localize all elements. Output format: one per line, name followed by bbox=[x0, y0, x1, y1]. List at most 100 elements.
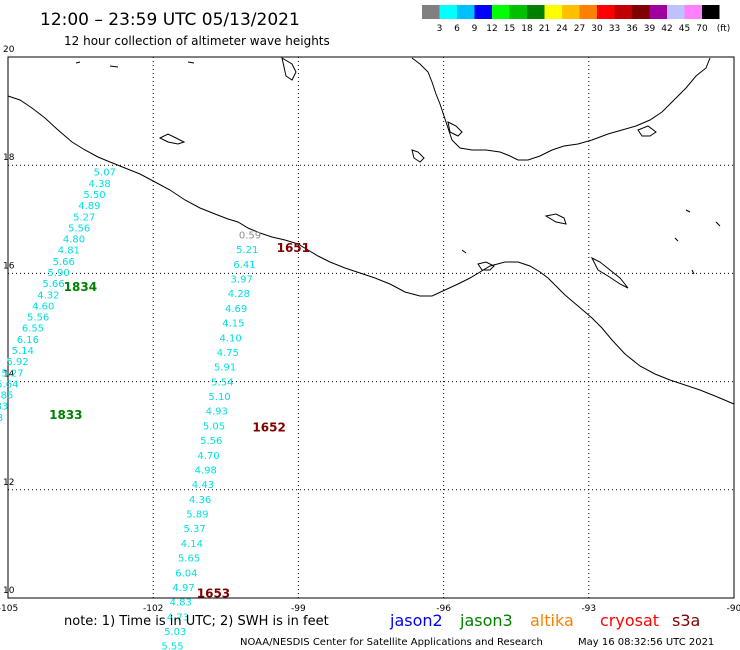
legend-label: 36 bbox=[626, 24, 638, 34]
x-tick-label: -102 bbox=[143, 604, 163, 614]
legend-swatch bbox=[474, 5, 492, 19]
wave-height-value: 4.69 bbox=[225, 304, 247, 315]
legend-swatch bbox=[457, 5, 475, 19]
pass-time-label: 1833 bbox=[49, 408, 82, 422]
wave-height-value: 4.15 bbox=[222, 319, 244, 330]
legend-swatch bbox=[544, 5, 562, 19]
gulf-of-mexico-coastline bbox=[411, 57, 711, 161]
satellite-legend-altika: altika bbox=[530, 611, 574, 630]
satellite-legend-jason2: jason2 bbox=[389, 611, 443, 630]
legend-label: 6 bbox=[454, 24, 460, 34]
y-tick-label: 20 bbox=[3, 45, 15, 55]
coast-islet-5 bbox=[158, 133, 186, 145]
legend-label: 70 bbox=[696, 24, 708, 34]
wave-height-value: 5.50 bbox=[83, 190, 105, 201]
wave-height-value: 5.65 bbox=[178, 554, 200, 565]
map-grid bbox=[8, 57, 734, 598]
wave-height-value: 4.60 bbox=[32, 301, 54, 312]
wave-height-value: 0.59 bbox=[239, 230, 261, 241]
legend-label: 24 bbox=[556, 24, 568, 34]
wave-height-value: 4.70 bbox=[197, 451, 219, 462]
wave-height-value: 5.56 bbox=[200, 436, 222, 447]
wave-height-value: 5.83 bbox=[0, 402, 8, 413]
legend-swatch bbox=[684, 5, 702, 19]
legend-swatch bbox=[422, 5, 440, 19]
wave-height-value: 5.27 bbox=[73, 212, 95, 223]
wave-height-value: 5.21 bbox=[236, 245, 258, 256]
wave-height-value: 5.85 bbox=[0, 391, 13, 402]
wave-height-value: 6.16 bbox=[17, 335, 39, 346]
y-tick-label: 14 bbox=[3, 370, 15, 380]
legend-swatch bbox=[702, 5, 720, 19]
legend-swatch bbox=[527, 5, 545, 19]
legend-swatch bbox=[439, 5, 457, 19]
legend-label: 42 bbox=[661, 24, 672, 34]
legend-label: 9 bbox=[472, 24, 478, 34]
legend-label: 45 bbox=[679, 24, 690, 34]
wave-height-value: 5.54 bbox=[211, 377, 233, 388]
wave-height-value: 5.90 bbox=[47, 268, 69, 279]
legend-swatch bbox=[579, 5, 597, 19]
wave-height-value: 5.92 bbox=[6, 357, 28, 368]
wave-height-value: 5.05 bbox=[203, 421, 225, 432]
track-jason3: 5.074.385.504.895.275.564.804.815.665.90… bbox=[0, 168, 116, 424]
mexico-pacific-coastline bbox=[7, 95, 735, 405]
timestamp-text: May 16 08:32:56 UTC 2021 bbox=[578, 637, 714, 648]
wave-height-value: 5.56 bbox=[68, 223, 90, 234]
wave-height-value: 4.81 bbox=[58, 246, 80, 257]
x-tick-label: -93 bbox=[581, 604, 596, 614]
legend-label: 27 bbox=[574, 24, 585, 34]
legend-label: 33 bbox=[609, 24, 620, 34]
wave-height-value: 4.89 bbox=[78, 201, 100, 212]
credit-text: NOAA/NESDIS Center for Satellite Applica… bbox=[240, 637, 543, 648]
legend-label: 21 bbox=[539, 24, 550, 34]
y-tick-label: 12 bbox=[3, 478, 14, 488]
map-frame bbox=[7, 56, 735, 599]
wave-height-value: 5.66 bbox=[42, 279, 64, 290]
wave-height-value: 5.10 bbox=[208, 392, 230, 403]
axis-tick-labels: -105 -102 -99 -96 -93 -90 10 12 14 16 18 20 bbox=[0, 45, 740, 614]
legend-label: 3 bbox=[437, 24, 443, 34]
footer-note: note: 1) Time is in UTC; 2) SWH is in fe… bbox=[64, 614, 329, 629]
wave-height-value: 5.37 bbox=[183, 524, 205, 535]
x-tick-label: -105 bbox=[0, 604, 18, 614]
wave-height-value: 4.10 bbox=[219, 333, 241, 344]
track-s3a: 0.59 5.21 6.41 3.97 4.28 4.69 4.15 4.10 4.75 5.91… bbox=[161, 230, 310, 650]
pass-time-label: 1651 bbox=[277, 241, 310, 255]
wave-height-value: 5.66 bbox=[53, 257, 75, 268]
legend-label: 15 bbox=[504, 24, 515, 34]
wave-height-value: 5.89 bbox=[186, 510, 208, 521]
wave-height-value: 6.28 bbox=[0, 413, 3, 424]
wave-height-value: 6.55 bbox=[22, 324, 44, 335]
coast-islet-4 bbox=[447, 121, 463, 137]
satellite-legend-cryosat: cryosat bbox=[600, 611, 659, 630]
wave-height-value: 5.64 bbox=[0, 379, 18, 390]
legend-swatch bbox=[597, 5, 615, 19]
y-tick-label: 18 bbox=[3, 153, 15, 163]
legend-unit: (ft) bbox=[717, 24, 731, 34]
x-tick-label: -99 bbox=[291, 604, 306, 614]
legend-swatch bbox=[667, 5, 685, 19]
x-tick-label: -90 bbox=[727, 604, 740, 614]
satellite-legend-s3a: s3a bbox=[672, 611, 700, 630]
page-title: 12:00 – 23:59 UTC 05/13/2021 bbox=[40, 10, 300, 30]
legend-swatch bbox=[562, 5, 580, 19]
altimeter-tracks: 5.074.385.504.895.275.564.804.815.665.90… bbox=[0, 168, 310, 650]
wave-height-value: 4.36 bbox=[189, 495, 211, 506]
satellite-legend: jason2 jason3 altika cryosat s3a bbox=[389, 611, 700, 630]
wave-height-value: 4.83 bbox=[170, 598, 192, 609]
legend-swatch bbox=[632, 5, 650, 19]
coast-islet-9 bbox=[75, 61, 721, 275]
legend-label: 30 bbox=[591, 24, 603, 34]
pass-time-label: 1834 bbox=[64, 280, 97, 294]
coast-islet-1 bbox=[411, 149, 425, 163]
wave-height-value: 4.43 bbox=[192, 480, 214, 491]
wave-height-value: 4.80 bbox=[63, 235, 85, 246]
wave-height-value: 5.55 bbox=[161, 642, 183, 650]
wave-height-value: 4.75 bbox=[217, 348, 239, 359]
wave-height-value: 4.97 bbox=[172, 583, 194, 594]
y-tick-label: 16 bbox=[3, 261, 15, 271]
pass-time-label: 1653 bbox=[197, 587, 230, 601]
legend-swatch bbox=[509, 5, 527, 19]
